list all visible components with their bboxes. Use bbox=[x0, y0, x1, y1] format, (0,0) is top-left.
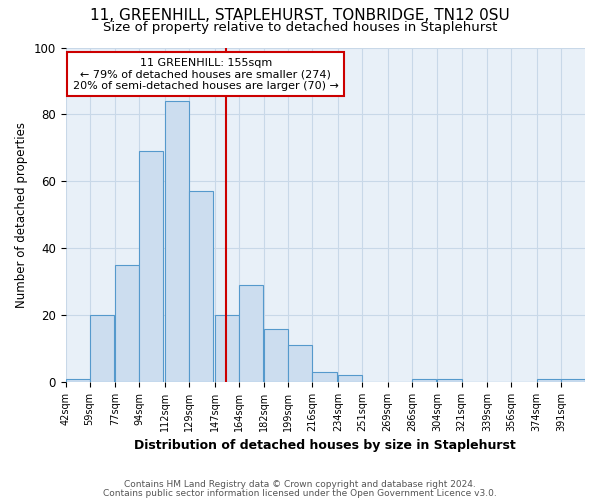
Bar bbox=[561, 378, 585, 382]
Bar bbox=[338, 376, 362, 382]
Text: Size of property relative to detached houses in Staplehurst: Size of property relative to detached ho… bbox=[103, 21, 497, 34]
Text: 11, GREENHILL, STAPLEHURST, TONBRIDGE, TN12 0SU: 11, GREENHILL, STAPLEHURST, TONBRIDGE, T… bbox=[90, 8, 510, 22]
Y-axis label: Number of detached properties: Number of detached properties bbox=[15, 122, 28, 308]
Bar bbox=[115, 265, 139, 382]
Bar bbox=[65, 378, 89, 382]
Bar bbox=[165, 101, 189, 382]
Bar bbox=[437, 378, 461, 382]
Bar bbox=[412, 378, 436, 382]
Text: Contains HM Land Registry data © Crown copyright and database right 2024.: Contains HM Land Registry data © Crown c… bbox=[124, 480, 476, 489]
Text: Contains public sector information licensed under the Open Government Licence v3: Contains public sector information licen… bbox=[103, 488, 497, 498]
Bar bbox=[139, 151, 163, 382]
Bar bbox=[189, 192, 213, 382]
Bar bbox=[537, 378, 561, 382]
Bar bbox=[215, 315, 239, 382]
Bar bbox=[289, 346, 313, 382]
X-axis label: Distribution of detached houses by size in Staplehurst: Distribution of detached houses by size … bbox=[134, 440, 516, 452]
Bar bbox=[264, 328, 289, 382]
Text: 11 GREENHILL: 155sqm  
← 79% of detached houses are smaller (274)
20% of semi-de: 11 GREENHILL: 155sqm ← 79% of detached h… bbox=[73, 58, 339, 90]
Bar bbox=[239, 285, 263, 382]
Bar bbox=[89, 315, 114, 382]
Bar bbox=[313, 372, 337, 382]
